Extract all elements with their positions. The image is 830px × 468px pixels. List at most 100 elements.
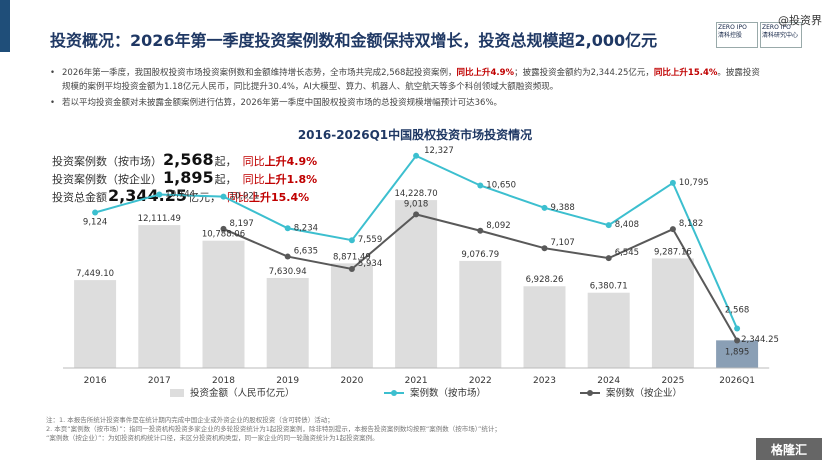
stat-label: 投资案例数（按企业） <box>52 173 162 186</box>
point-market-2022 <box>477 182 484 189</box>
x-tick-label: 2019 <box>276 376 299 386</box>
bar-2021 <box>395 200 438 368</box>
point-enterprise-2022 <box>477 227 484 234</box>
page-title: 投资概况：2026年第一季度投资案例数和金额保持双增长，投资总规模超2,000亿… <box>50 31 658 50</box>
enterprise-value-label: 6,635 <box>294 247 318 257</box>
enterprise-value-label: 5,934 <box>358 259 382 269</box>
stat-label: 投资案例数（按市场） <box>52 155 162 168</box>
stat-row: 投资案例数（按企业） 1,895 起， 同比上升1.8% <box>52 168 318 187</box>
stat-unit: 起， <box>214 155 237 168</box>
x-tick-label: 2018 <box>212 376 235 386</box>
zeroipo-research-logo: ZERO IPO 清科研究中心 <box>760 22 802 48</box>
stat-row: 投资总金额 2,344.25 亿元， 同比上升15.4% <box>52 186 317 205</box>
brand-logo: 格隆汇 <box>756 438 822 460</box>
bullet-text: 若以平均投资金额对未披露金额案例进行估算，2026年第一季度中国股权投资市场的总… <box>62 98 503 108</box>
x-tick-label: 2020 <box>340 376 363 386</box>
stat-value: 2,568 <box>163 150 214 169</box>
market-value-label: 8,408 <box>615 220 639 230</box>
market-value-label: 9,388 <box>551 203 575 213</box>
point-enterprise-2025 <box>669 226 676 233</box>
bar-value-label: 8,871.49 <box>333 252 371 262</box>
bar-2020 <box>330 263 373 368</box>
bar-2019 <box>266 277 309 368</box>
footnote-line: 注：1. 本报告所统计投资事件是在统计期内完成中国企业或外资企业的股权投资（含可… <box>46 416 334 424</box>
point-market-2019 <box>284 225 291 232</box>
point-market-2023 <box>541 204 548 211</box>
stat-value: 2,344.25 <box>108 186 187 205</box>
stat-value: 1,895 <box>163 168 214 187</box>
logo-text: ZERO IPO <box>718 24 747 31</box>
enterprise-value-label: 8,092 <box>486 221 510 231</box>
highlight-text: 同比上升4.9% <box>456 68 515 78</box>
chart-title: 2016-2026Q1中国股权投资市场投资情况 <box>297 128 533 142</box>
enterprise-value-label: 6,545 <box>615 248 639 258</box>
market-value-label: 10,795 <box>679 178 709 188</box>
bullet-dot: • <box>50 98 56 108</box>
market-value-label: 8,234 <box>294 223 318 233</box>
bullet-text: ；披露投资金额约为2,344.25亿元， <box>514 68 654 78</box>
legend-marker-enterprise <box>587 390 593 396</box>
point-enterprise-2020 <box>348 265 355 272</box>
stat-yoy: 上升4.9% <box>264 155 318 168</box>
market-value-label: 2,568 <box>725 306 749 316</box>
bar-2018 <box>202 240 245 368</box>
bar-2023 <box>523 286 566 368</box>
point-enterprise-2019 <box>284 253 291 260</box>
bar-value-label: 7,449.10 <box>76 269 114 279</box>
bullet-text: 。披露投资规模的案例平均投资金额为1.18亿元人民币，同比提升30.4%，AI大… <box>62 68 760 92</box>
market-value-label: 12,327 <box>424 146 454 156</box>
enterprise-value-label: 7,107 <box>551 238 575 248</box>
bar-value-label: 2,344.25 <box>741 335 779 345</box>
point-enterprise-2021 <box>413 211 420 218</box>
legend-marker-market <box>391 390 397 396</box>
legend-swatch-bar <box>170 389 184 397</box>
logo-text: 清科研究中心 <box>762 32 799 39</box>
stat-unit: 亿元， <box>187 191 221 204</box>
bullet-text: 2026年第一季度，我国股权投资市场投资案例数和金额维持增长态势，全市场共完成2… <box>62 68 457 78</box>
stat-unit: 起， <box>214 173 237 186</box>
market-value-label: 7,559 <box>358 235 382 245</box>
summary-bullets: • 2026年第一季度，我国股权投资市场投资案例数和金额维持增长态势，全市场共完… <box>50 66 762 112</box>
footnote-line: 2. 本页“案例数（按市场）”：指同一投资机构投资多家企业的多轮投资统计为1起投… <box>46 425 501 433</box>
footnote: 注：1. 本报告所统计投资事件是在统计期内完成中国企业或外资企业的股权投资（含可… <box>46 416 666 443</box>
x-tick-label: 2021 <box>405 376 428 386</box>
zeroipo-holdings-logo: ZERO IPO 清科控股 <box>716 22 758 48</box>
bullet-2: • 若以平均投资金额对未披露金额案例进行估算，2026年第一季度中国股权投资市场… <box>50 96 762 110</box>
bar-value-label: 6,380.71 <box>590 282 628 292</box>
series-line-enterprise <box>223 213 738 341</box>
watermark: @投资界 <box>778 14 822 27</box>
market-value-label: 10,650 <box>486 180 516 190</box>
x-tick-label: 2022 <box>469 376 492 386</box>
bar-value-label: 6,928.26 <box>526 275 564 285</box>
point-market-2025 <box>669 179 676 186</box>
bullet-1: • 2026年第一季度，我国股权投资市场投资案例数和金额维持增长态势，全市场共完… <box>50 66 762 94</box>
x-tick-label: 2017 <box>148 376 171 386</box>
bar-value-label: 14,228.70 <box>394 189 437 199</box>
point-enterprise-2018 <box>220 225 227 232</box>
bar-2016 <box>74 280 117 368</box>
bar-2025 <box>651 258 694 368</box>
bar-2017 <box>138 225 181 368</box>
bar-value-label: 10,788.06 <box>202 230 245 240</box>
stat-row: 投资案例数（按市场） 2,568 起， 同比上升4.9% <box>52 150 318 169</box>
point-market-2024 <box>605 222 612 229</box>
point-enterprise-2026Q1 <box>734 337 741 344</box>
stat-yoy: 上升15.4% <box>248 191 310 204</box>
enterprise-value-label: 8,182 <box>679 219 703 229</box>
x-tick-label: 2026Q1 <box>719 376 755 386</box>
logo-text: ZERO IPO <box>762 24 791 31</box>
stat-yoy: 上升1.8% <box>264 173 318 186</box>
x-tick-label: 2023 <box>533 376 556 386</box>
point-market-2021 <box>413 152 420 159</box>
bar-value-label: 12,111.49 <box>138 214 181 224</box>
bar-2022 <box>459 260 502 368</box>
stat-label: 投资总金额 <box>52 191 107 204</box>
stat-yoy-prefix: 同比 <box>226 191 249 204</box>
stat-yoy-prefix: 同比 <box>242 173 265 186</box>
enterprise-value-label: 1,895 <box>725 347 749 357</box>
bar-value-label: 9,076.79 <box>461 250 499 260</box>
logo-text: 清科控股 <box>718 32 743 39</box>
footnote-line: “案例数（按企业）”：为如投资机构统计口径，未区分投资机构类型，同一家企业的同一… <box>46 434 379 442</box>
enterprise-value-label: 9,018 <box>404 199 428 209</box>
point-market-2020 <box>348 237 355 244</box>
